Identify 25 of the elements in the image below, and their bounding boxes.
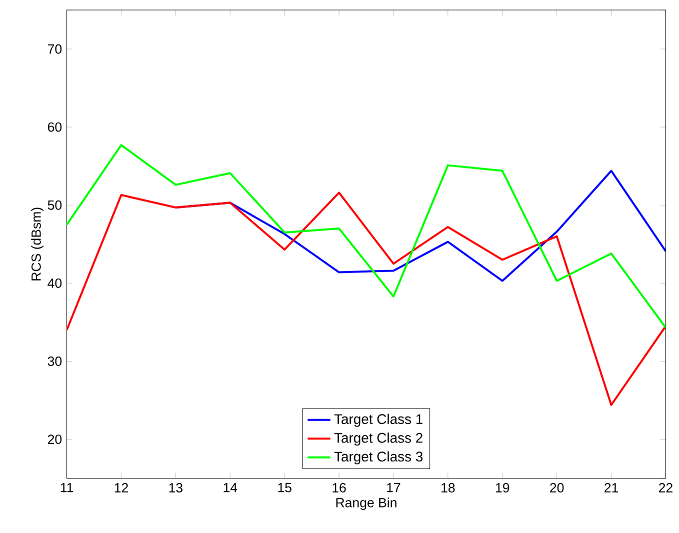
x-tick-label: 18: [442, 482, 455, 492]
y-axis-title: RCS (dBsm): [31, 208, 44, 280]
x-tick-label: 12: [114, 482, 128, 492]
x-tick-label: 14: [224, 482, 238, 492]
y-tick-label: 50: [48, 200, 62, 210]
x-tick-label: 13: [169, 482, 182, 492]
legend-label: Target Class 2: [334, 432, 422, 446]
x-tick-label: 22: [658, 482, 672, 492]
x-tick-label: 16: [332, 482, 346, 492]
legend-label: Target Class 1: [334, 414, 422, 427]
line-series: [66, 144, 666, 329]
y-tick-label: 70: [48, 44, 62, 54]
y-tick-label: 30: [48, 356, 62, 366]
x-tick-label: 21: [604, 482, 618, 492]
x-tick-label: 11: [60, 482, 74, 492]
legend-label: Target Class 3: [334, 451, 423, 464]
y-tick-label: 40: [48, 278, 62, 288]
x-axis-title: Range Bin: [336, 498, 396, 510]
y-tick-label: 60: [48, 122, 62, 132]
x-tick-label: 19: [496, 482, 510, 492]
y-tick-label: 20: [48, 434, 62, 444]
x-tick-label: 17: [387, 482, 400, 492]
x-tick-label: 15: [278, 482, 292, 492]
line-series: [66, 192, 666, 406]
x-tick-label: 20: [550, 482, 564, 492]
